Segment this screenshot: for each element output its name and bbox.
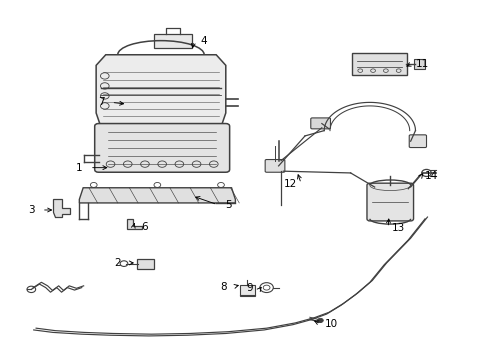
Polygon shape	[127, 219, 142, 229]
Polygon shape	[53, 199, 70, 217]
Text: 8: 8	[220, 282, 227, 292]
FancyBboxPatch shape	[95, 123, 230, 172]
Text: 11: 11	[416, 59, 429, 68]
Text: 9: 9	[246, 283, 253, 293]
Text: 5: 5	[225, 200, 231, 210]
FancyBboxPatch shape	[240, 285, 255, 296]
FancyBboxPatch shape	[154, 33, 192, 48]
Text: 12: 12	[284, 179, 297, 189]
Text: 6: 6	[141, 221, 147, 231]
Polygon shape	[79, 188, 235, 203]
FancyBboxPatch shape	[311, 118, 330, 129]
FancyBboxPatch shape	[137, 259, 154, 269]
Text: 10: 10	[325, 319, 338, 329]
FancyBboxPatch shape	[367, 183, 414, 221]
Text: 4: 4	[201, 36, 207, 46]
Text: 13: 13	[392, 222, 405, 233]
FancyBboxPatch shape	[352, 53, 407, 75]
FancyBboxPatch shape	[409, 135, 426, 148]
Text: 1: 1	[76, 163, 83, 173]
Circle shape	[318, 318, 323, 323]
Polygon shape	[96, 55, 226, 127]
Text: 14: 14	[425, 171, 438, 181]
FancyBboxPatch shape	[265, 159, 285, 172]
Text: 7: 7	[98, 98, 104, 107]
FancyBboxPatch shape	[414, 59, 425, 69]
Text: 3: 3	[28, 205, 35, 215]
Text: 2: 2	[115, 258, 121, 268]
